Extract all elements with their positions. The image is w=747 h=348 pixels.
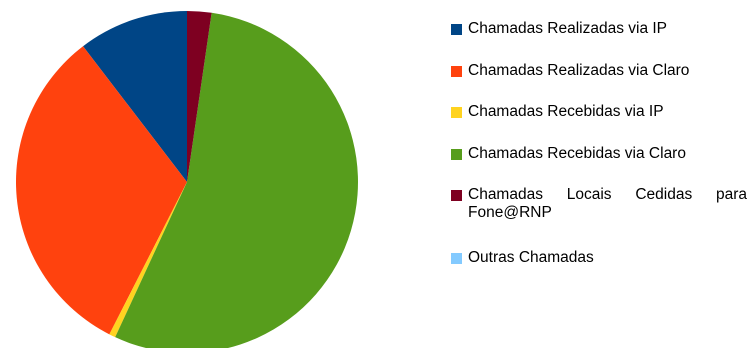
legend-swatch — [451, 253, 462, 264]
legend-label: Chamadas Realizadas via IP — [468, 20, 668, 37]
legend-item-realizadas-ip: Chamadas Realizadas via IP — [451, 18, 747, 40]
pie-slice-4 — [187, 10, 212, 182]
legend-item-recebidas-ip: Chamadas Recebidas via IP — [451, 101, 747, 123]
pie-slice-2 — [109, 182, 187, 338]
pie-chart — [16, 10, 358, 348]
legend-swatch — [451, 24, 462, 35]
legend-label: Chamadas Recebidas via Claro — [468, 145, 686, 162]
legend-label: Chamadas Realizadas via Claro — [468, 62, 690, 79]
legend-item-recebidas-claro: Chamadas Recebidas via Claro — [451, 143, 747, 165]
pie-slice-3 — [115, 12, 358, 348]
legend-swatch — [451, 107, 462, 118]
legend-label: Outras Chamadas — [468, 249, 594, 266]
legend-swatch — [451, 149, 462, 160]
legend-item-outras: Outras Chamadas — [451, 247, 747, 269]
pie-slice-1 — [16, 46, 187, 335]
pie-slices — [16, 10, 358, 348]
legend-swatch — [451, 190, 462, 201]
legend-swatch — [451, 66, 462, 77]
legend-item-locais-cedidas: Chamadas Locais Cedidas para Fone@RNP — [451, 184, 747, 224]
legend-label: Chamadas Recebidas via IP — [468, 103, 664, 120]
pie-slice-0 — [83, 11, 187, 182]
legend-item-realizadas-claro: Chamadas Realizadas via Claro — [451, 60, 747, 82]
legend-label: Chamadas Locais Cedidas para Fone@RNP — [468, 186, 747, 221]
